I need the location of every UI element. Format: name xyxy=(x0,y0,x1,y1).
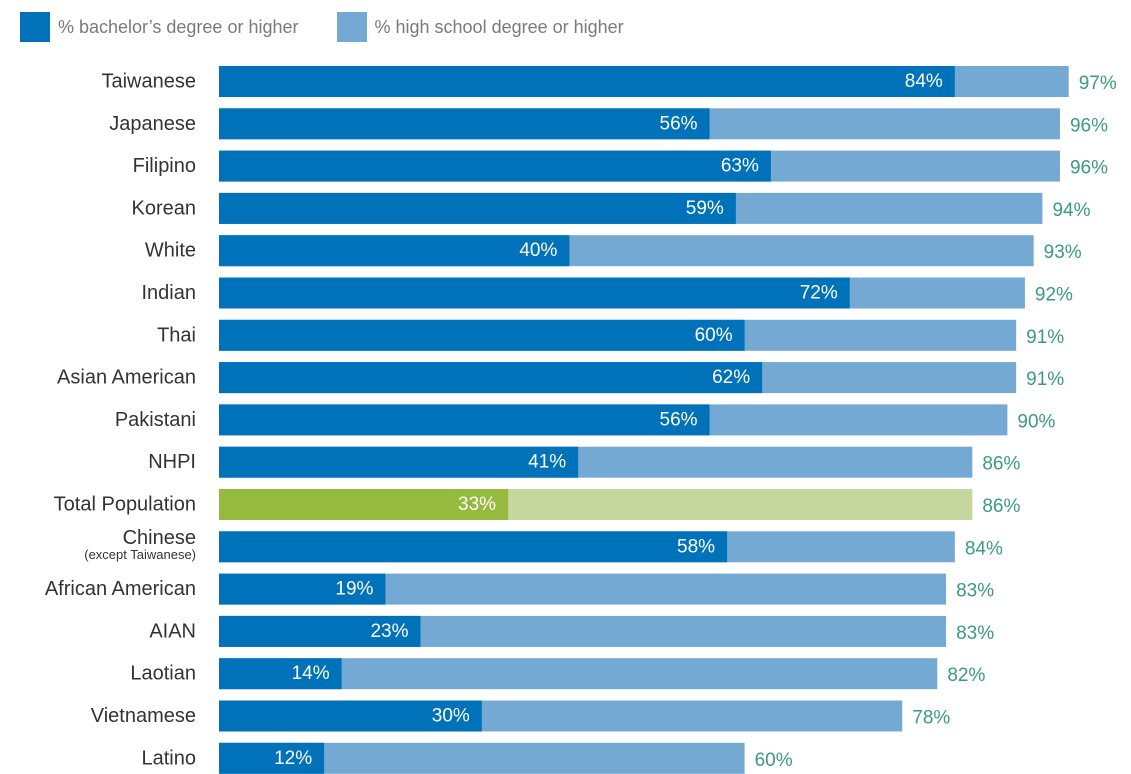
legend-label-highschool: % high school degree or higher xyxy=(374,16,624,37)
bar-bachelor-filipino xyxy=(219,150,771,182)
bar-bachelor-total-population xyxy=(219,489,509,520)
bar-bachelor-african-american xyxy=(219,573,386,605)
category-label-laotian: Laotian xyxy=(130,663,196,685)
category-label-thai: Thai xyxy=(157,324,196,346)
data-label-bachelor-chinese: 58% xyxy=(677,536,715,557)
data-label-bachelor-african-american: 19% xyxy=(335,579,373,600)
bar-bachelor-thai xyxy=(219,319,745,351)
category-label-african-american: African American xyxy=(45,578,196,600)
bar-bachelor-nhpi xyxy=(219,446,579,478)
bar-bachelor-aian xyxy=(219,615,421,647)
category-label-white: White xyxy=(145,240,196,262)
data-label-highschool-vietnamese: 78% xyxy=(912,708,950,729)
data-label-bachelor-filipino: 63% xyxy=(721,156,759,177)
data-label-highschool-latino: 60% xyxy=(755,750,793,771)
data-label-highschool-thai: 91% xyxy=(1026,327,1064,348)
category-label-aian: AIAN xyxy=(149,620,196,642)
data-label-bachelor-pakistani: 56% xyxy=(660,409,698,430)
data-label-highschool-white: 93% xyxy=(1044,242,1082,263)
category-label-chinese: Chinese xyxy=(123,527,196,549)
bar-bachelor-vietnamese xyxy=(219,700,482,732)
data-label-bachelor-laotian: 14% xyxy=(292,663,330,684)
data-label-highschool-total-population: 86% xyxy=(982,496,1020,517)
legend-item-bachelor: % bachelor’s degree or higher xyxy=(20,12,299,42)
legend-item-highschool: % high school degree or higher xyxy=(336,12,624,42)
legend-swatch-bachelor xyxy=(20,12,50,42)
data-label-bachelor-taiwanese: 84% xyxy=(905,71,943,92)
bar-bachelor-latino xyxy=(219,742,325,774)
legend-label-bachelor: % bachelor’s degree or higher xyxy=(58,16,299,37)
data-label-highschool-nhpi: 86% xyxy=(982,454,1020,475)
legend-swatch-highschool xyxy=(336,12,367,42)
category-sublabel-chinese: (except Taiwanese) xyxy=(84,547,196,562)
data-label-bachelor-aian: 23% xyxy=(370,621,408,642)
bar-bachelor-chinese xyxy=(219,531,728,563)
category-label-latino: Latino xyxy=(142,747,197,769)
data-label-bachelor-nhpi: 41% xyxy=(528,452,566,473)
category-label-filipino: Filipino xyxy=(133,155,196,177)
data-label-highschool-chinese: 84% xyxy=(965,538,1003,559)
data-label-highschool-pakistani: 90% xyxy=(1017,411,1055,432)
category-label-indian: Indian xyxy=(142,282,197,304)
data-label-highschool-taiwanese: 97% xyxy=(1079,73,1117,94)
data-label-highschool-aian: 83% xyxy=(956,623,994,644)
data-label-bachelor-white: 40% xyxy=(519,240,557,261)
data-label-bachelor-total-population: 33% xyxy=(458,494,496,515)
data-label-bachelor-japanese: 56% xyxy=(660,113,698,134)
data-label-highschool-indian: 92% xyxy=(1035,285,1073,306)
category-label-asian-american: Asian American xyxy=(57,367,196,389)
bar-bachelor-pakistani xyxy=(219,404,710,436)
data-label-highschool-african-american: 83% xyxy=(956,581,994,602)
data-label-highschool-asian-american: 91% xyxy=(1026,369,1064,390)
data-label-bachelor-vietnamese: 30% xyxy=(432,706,470,727)
data-label-bachelor-latino: 12% xyxy=(274,748,312,769)
data-label-highschool-laotian: 82% xyxy=(947,665,985,686)
category-label-taiwanese: Taiwanese xyxy=(101,71,196,93)
category-label-korean: Korean xyxy=(132,197,197,219)
bar-bachelor-korean xyxy=(219,192,736,224)
data-label-bachelor-korean: 59% xyxy=(686,198,724,219)
legend: % bachelor’s degree or higher % high sch… xyxy=(20,12,662,42)
category-label-nhpi: NHPI xyxy=(148,451,196,473)
bar-bachelor-taiwanese xyxy=(219,66,955,97)
data-label-highschool-korean: 94% xyxy=(1052,200,1090,221)
category-label-pakistani: Pakistani xyxy=(115,409,196,431)
bar-bachelor-white xyxy=(219,235,570,267)
bar-bachelor-asian-american xyxy=(219,362,763,394)
bar-bachelor-japanese xyxy=(219,108,710,140)
data-label-bachelor-asian-american: 62% xyxy=(712,367,750,388)
data-label-bachelor-indian: 72% xyxy=(800,283,838,304)
data-label-highschool-japanese: 96% xyxy=(1070,115,1108,136)
category-label-total-population: Total Population xyxy=(54,494,196,516)
bar-bachelor-indian xyxy=(219,277,850,309)
category-label-vietnamese: Vietnamese xyxy=(91,705,196,727)
data-label-highschool-filipino: 96% xyxy=(1070,158,1108,179)
data-label-bachelor-thai: 60% xyxy=(695,325,733,346)
category-label-japanese: Japanese xyxy=(109,113,196,135)
bar-bachelor-laotian xyxy=(219,658,342,690)
